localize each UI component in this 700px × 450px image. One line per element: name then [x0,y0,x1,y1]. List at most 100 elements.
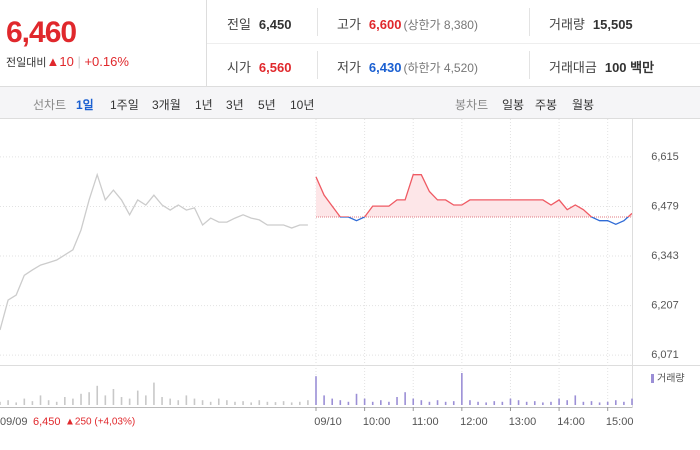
volume-bar [23,398,26,405]
volume-bar [161,397,163,405]
x-tick-label: 10:00 [363,416,391,428]
volume-bar [120,397,123,405]
volume-bar [444,401,447,405]
stat-value: 15,505 [592,17,633,32]
stat-note: (상한가 8,380) [403,18,478,32]
volume-bar [550,401,552,405]
volume-bar [574,395,577,405]
y-tick-label: 6,615 [651,151,679,163]
tab-bar: 선차트 1일 1주일 3개월 1년 3년 5년 10년 봉차트 일봉 주봉 월봉 [0,87,700,119]
stat-value: 6,430 [368,60,402,75]
volume-bar [452,401,455,405]
change-value: ▲10 [46,54,74,69]
tab[interactable]: 일봉 [502,98,525,112]
volume-bar [226,400,228,405]
legend-label: 거래량 [657,373,685,385]
volume-bar [201,400,204,405]
volume-bar [485,402,487,405]
volume-bar [477,401,479,405]
volume-bar [250,402,252,405]
tab[interactable]: 1주일 [110,98,139,112]
stats-row: 시가 6,560 저가 6,430 (하한가 4,520) 거래대금 100 백만 [207,43,700,86]
volume-bar [517,400,520,405]
volume-bar [371,401,374,405]
volume-bar [493,401,496,405]
stat: 거래량 15,505 [549,14,633,32]
volume-bar [298,401,301,405]
volume-bar [15,402,18,405]
y-tick-label: 6,071 [651,349,679,361]
stat-value: 6,560 [258,60,292,75]
y-tick-label: 6,343 [651,250,679,262]
volume-bar [128,398,131,405]
volume-bar [242,401,244,405]
volume-bar [234,401,236,405]
tab[interactable]: 주봉 [535,98,558,112]
volume-bar [266,401,269,405]
stat-label: 거래대금 [549,60,597,75]
volume-bar [72,398,74,405]
tab[interactable]: 10년 [290,98,315,112]
volume-bar [533,401,536,405]
tab[interactable]: 1일 [76,98,94,112]
volume-bar [7,400,9,405]
tab[interactable]: 5년 [258,98,276,112]
stat-note: (하한가 4,520) [403,61,478,75]
tab[interactable]: 3년 [226,98,244,112]
stat-value: 6,600 [368,17,402,32]
stat-label: 저가 [337,60,361,75]
volume-bar [339,400,342,405]
tab[interactable]: 1년 [195,98,213,112]
stat-label: 시가 [227,60,251,75]
volume-bar [388,401,390,405]
volume-bar [145,395,147,405]
volume-bar [290,402,293,405]
volume-bar [380,400,382,405]
volume-bar [590,401,593,405]
line [315,174,632,218]
stat-label: 거래량 [549,17,585,32]
stat: 저가 6,430 (하한가 4,520) [337,57,478,75]
volume-bar [258,400,261,405]
tab[interactable]: 월봉 [572,98,595,112]
volume-bar [558,398,560,405]
volume-bar [509,398,512,405]
volume-bar [104,395,107,405]
stat-value: 6,450 [258,17,292,32]
quote-header: 6,460 전일대비▲10 | +0.16% 전일 6,450 고가 6,600 (상… [0,0,700,87]
volume-bar [64,397,66,405]
volume-bar [631,398,633,405]
volume-bar [0,401,1,405]
x-tick-label: 13:00 [509,416,537,428]
volume-bar [606,401,609,405]
line [0,172,308,331]
volume-bar [274,402,277,405]
volume-bar [80,393,82,405]
volume-bar [461,373,463,405]
x-tick-label: 12:00 [460,416,488,428]
volume-bar [185,395,188,405]
tab[interactable]: 3개월 [152,98,181,112]
volume-bar [428,401,431,405]
stats-row: 전일 6,450 고가 6,600 (상한가 8,380) 거래량 15,505 [207,0,700,44]
y-tick-label: 6,207 [651,299,679,311]
footer-date: 09/09 [0,416,28,428]
change-label: 전일대비 [6,57,47,69]
volume-bar [412,398,415,405]
volume-bar [307,400,309,405]
volume-bar [209,401,212,405]
volume-bar [396,397,398,405]
volume-bar [55,401,58,405]
volume-bar [153,382,155,405]
volume-bar [88,392,90,405]
x-tick-label: 15:00 [606,416,634,428]
x-tick-label: 09/10 [314,416,342,428]
price: 6,460 [6,16,77,49]
stat: 거래대금 100 백만 [549,57,654,75]
volume-bar [355,393,358,405]
volume-bar [169,398,171,405]
volume-bar [282,401,285,405]
footer-change: ▲250 (+4,03%) [65,417,135,428]
volume-bar [193,398,196,405]
